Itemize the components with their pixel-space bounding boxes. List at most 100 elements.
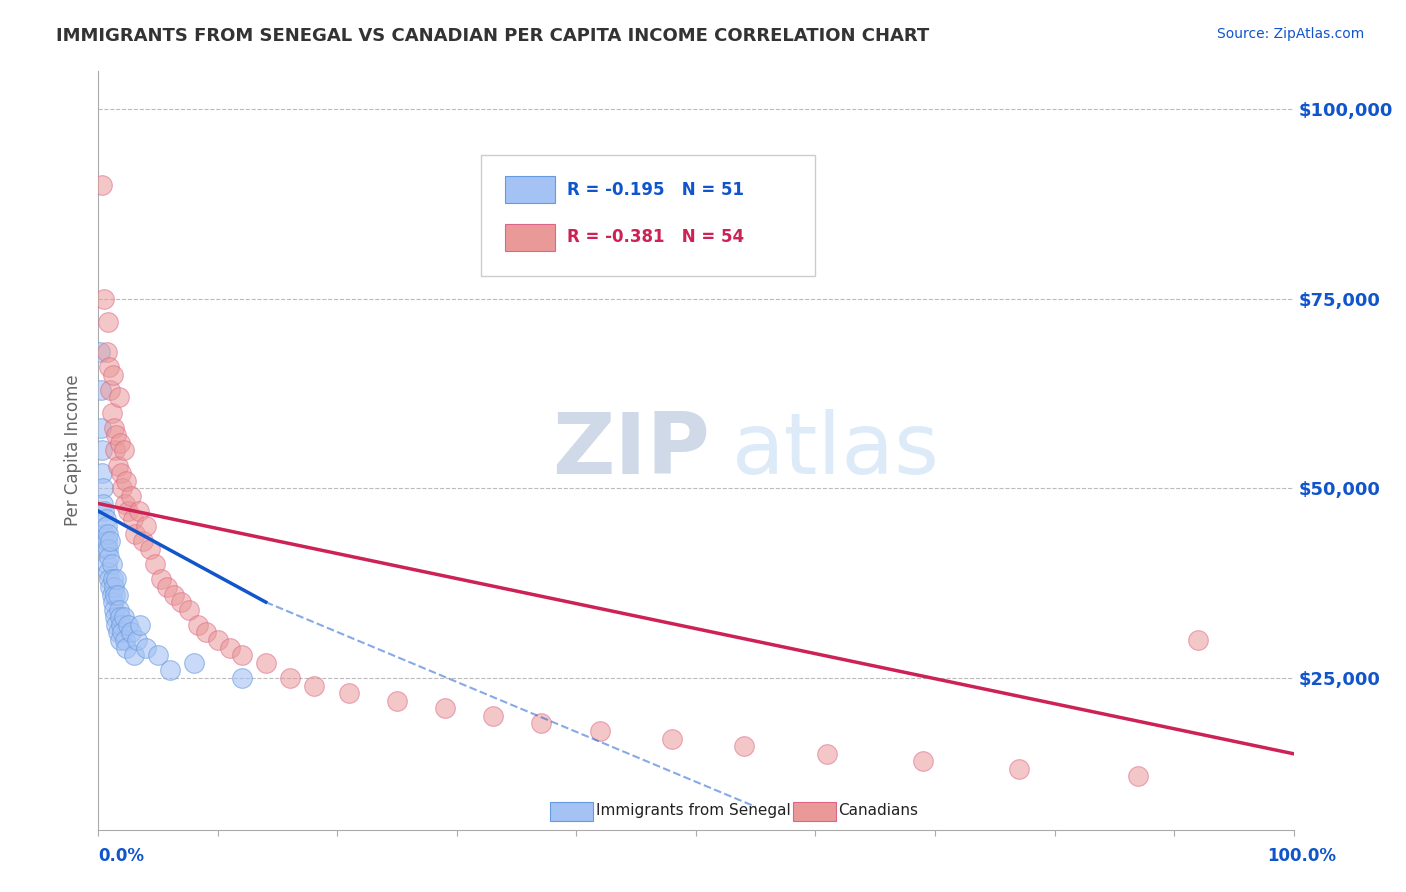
Point bbox=[94, 511, 117, 525]
Point bbox=[107, 625, 129, 640]
Point bbox=[187, 617, 209, 632]
Point bbox=[91, 481, 114, 495]
Text: atlas: atlas bbox=[733, 409, 939, 492]
Point bbox=[93, 504, 115, 518]
Point bbox=[89, 344, 111, 359]
Point bbox=[91, 443, 114, 458]
Point bbox=[339, 686, 361, 700]
Point bbox=[114, 633, 136, 648]
Point bbox=[110, 466, 132, 480]
Point bbox=[91, 496, 114, 510]
Point bbox=[108, 633, 131, 648]
Text: Canadians: Canadians bbox=[838, 803, 918, 818]
Point bbox=[129, 617, 152, 632]
Point bbox=[115, 474, 138, 488]
Point bbox=[131, 534, 153, 549]
Point bbox=[120, 625, 142, 640]
Point bbox=[219, 640, 242, 655]
Point bbox=[107, 391, 129, 405]
Text: IMMIGRANTS FROM SENEGAL VS CANADIAN PER CAPITA INCOME CORRELATION CHART: IMMIGRANTS FROM SENEGAL VS CANADIAN PER … bbox=[56, 27, 929, 45]
Point bbox=[103, 580, 125, 594]
Text: R = -0.381   N = 54: R = -0.381 N = 54 bbox=[567, 228, 744, 246]
Point bbox=[98, 383, 122, 397]
Point bbox=[104, 610, 127, 624]
Text: Immigrants from Senegal: Immigrants from Senegal bbox=[596, 803, 790, 818]
FancyBboxPatch shape bbox=[505, 224, 555, 251]
Point bbox=[112, 610, 135, 624]
Point bbox=[103, 603, 125, 617]
Point bbox=[105, 428, 128, 442]
Point bbox=[90, 420, 112, 434]
Point bbox=[589, 724, 612, 739]
Point bbox=[91, 466, 114, 480]
Point bbox=[1187, 633, 1209, 648]
Point bbox=[96, 534, 118, 549]
Point bbox=[100, 557, 122, 572]
Point bbox=[170, 595, 193, 609]
Point bbox=[125, 633, 148, 648]
Point bbox=[163, 587, 186, 601]
Point bbox=[120, 489, 142, 503]
Point bbox=[135, 640, 157, 655]
Point bbox=[110, 617, 132, 632]
Point bbox=[107, 458, 129, 473]
Point bbox=[93, 526, 115, 541]
Point bbox=[98, 359, 121, 375]
Y-axis label: Per Capita Income: Per Capita Income bbox=[65, 375, 83, 526]
Point bbox=[481, 708, 505, 723]
Point bbox=[434, 701, 457, 715]
Point bbox=[231, 648, 253, 662]
Point bbox=[124, 526, 146, 541]
Point bbox=[96, 344, 118, 359]
Point bbox=[107, 603, 129, 617]
Text: R = -0.195   N = 51: R = -0.195 N = 51 bbox=[567, 181, 744, 199]
Point bbox=[101, 595, 124, 609]
Point bbox=[128, 504, 150, 518]
Point bbox=[1128, 769, 1150, 784]
Point bbox=[530, 716, 553, 731]
Point bbox=[254, 656, 277, 670]
Point bbox=[105, 573, 128, 587]
Point bbox=[97, 565, 120, 579]
Point bbox=[733, 739, 755, 753]
Point bbox=[91, 178, 114, 192]
Point bbox=[661, 731, 683, 746]
Point bbox=[94, 541, 117, 557]
Point bbox=[96, 519, 118, 533]
Point bbox=[104, 443, 127, 458]
Point bbox=[114, 496, 136, 510]
Text: Source: ZipAtlas.com: Source: ZipAtlas.com bbox=[1216, 27, 1364, 41]
Point bbox=[111, 481, 134, 495]
Point bbox=[124, 648, 146, 662]
Point bbox=[98, 580, 122, 594]
Text: 0.0%: 0.0% bbox=[98, 847, 145, 865]
FancyBboxPatch shape bbox=[793, 802, 835, 822]
Point bbox=[93, 292, 115, 306]
Point bbox=[104, 587, 127, 601]
Point bbox=[111, 625, 134, 640]
Point bbox=[155, 580, 177, 594]
Point bbox=[385, 694, 409, 708]
Point bbox=[122, 511, 145, 525]
Point bbox=[139, 541, 162, 557]
Point bbox=[98, 534, 122, 549]
Point bbox=[100, 405, 122, 419]
Point bbox=[107, 587, 129, 601]
Point bbox=[105, 617, 128, 632]
FancyBboxPatch shape bbox=[550, 802, 593, 822]
Point bbox=[117, 504, 139, 518]
Point bbox=[100, 587, 122, 601]
Point bbox=[278, 671, 301, 685]
Point bbox=[108, 435, 131, 450]
Point bbox=[98, 573, 121, 587]
Text: 100.0%: 100.0% bbox=[1267, 847, 1336, 865]
Point bbox=[143, 557, 166, 572]
Point bbox=[117, 617, 139, 632]
Text: ZIP: ZIP bbox=[553, 409, 710, 492]
Point bbox=[183, 656, 205, 670]
Point bbox=[97, 526, 120, 541]
Point bbox=[135, 519, 157, 533]
Point bbox=[302, 679, 325, 693]
Point bbox=[108, 610, 131, 624]
Point bbox=[815, 747, 838, 761]
